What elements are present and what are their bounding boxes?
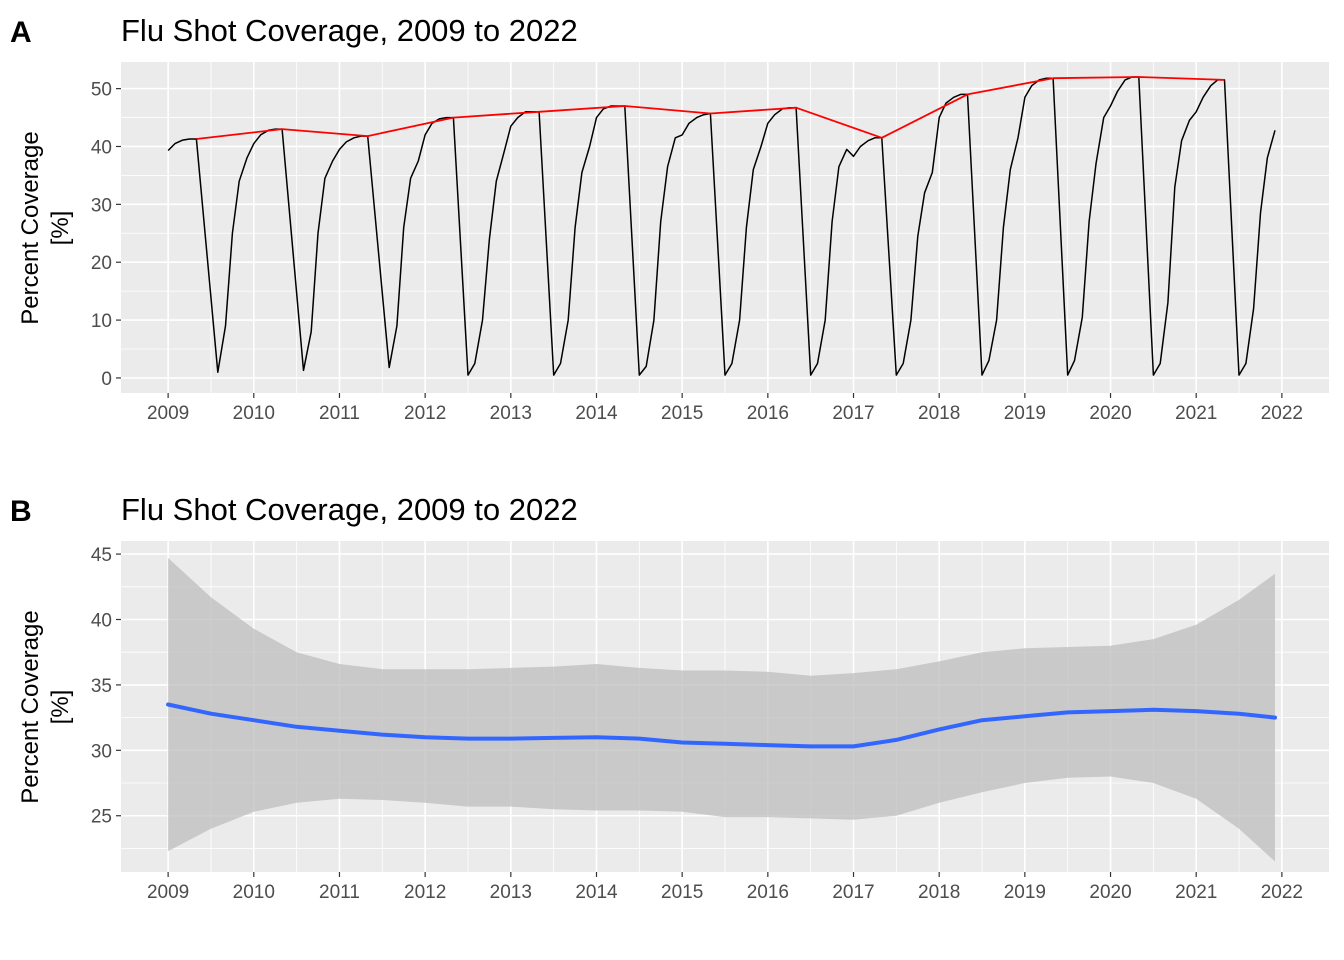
panel-b-tag: B (10, 495, 32, 528)
y-tick-label: 30 (91, 195, 112, 216)
x-tick-label: 2012 (404, 882, 446, 903)
x-tick-label: 2012 (404, 403, 446, 424)
x-tick-label: 2022 (1261, 882, 1303, 903)
x-tick-label: 2011 (319, 403, 360, 424)
panel-a-series (167, 76, 1276, 376)
x-tick-label: 2010 (233, 403, 275, 424)
x-tick-label: 2015 (661, 403, 703, 424)
y-tick-label: 0 (101, 369, 112, 390)
panel-b-x-axis: 2009 2010 2011 2012 2013 2014 2015 2016 2017 2018… (147, 872, 1303, 903)
smooth-trend-line (166, 702, 1277, 749)
panel-b-ylabel-unit: [%] (47, 690, 74, 725)
x-tick-label: 2015 (661, 882, 703, 903)
annual-peak-line (196, 76, 1225, 140)
x-tick-label: 2019 (1004, 403, 1046, 424)
x-tick-label: 2009 (147, 403, 189, 424)
x-tick-label: 2011 (319, 882, 360, 903)
confidence-band (168, 558, 1276, 862)
y-tick-label: 45 (91, 545, 112, 566)
y-tick-label: 20 (91, 253, 112, 274)
x-tick-label: 2021 (1175, 403, 1217, 424)
panel-b-title: Flu Shot Coverage, 2009 to 2022 (121, 492, 578, 527)
y-tick-label: 35 (91, 676, 112, 697)
panel-a-ylabel: Percent Coverage (17, 131, 44, 324)
x-tick-label: 2016 (747, 882, 789, 903)
panel-a-tag: A (10, 16, 32, 49)
x-tick-label: 2010 (233, 882, 275, 903)
panel-a-x-axis: 2009 2010 2011 2012 2013 2014 2015 2016 2017 2018… (147, 393, 1303, 424)
x-tick-label: 2013 (490, 882, 532, 903)
x-tick-label: 2018 (918, 882, 960, 903)
x-tick-label: 2016 (747, 403, 789, 424)
x-tick-label: 2013 (490, 403, 532, 424)
panel-b-y-axis: 25 30 35 40 45 (91, 545, 121, 828)
panel-a-gridlines (121, 62, 1329, 393)
y-tick-label: 40 (91, 137, 112, 158)
x-tick-label: 2020 (1089, 882, 1131, 903)
panel-a-ylabel-unit: [%] (47, 211, 74, 246)
x-tick-label: 2014 (575, 882, 618, 903)
panel-b-ylabel: Percent Coverage (17, 610, 44, 803)
y-tick-label: 25 (91, 807, 112, 828)
panel-a: A Flu Shot Coverage, 2009 to 2022 Percen… (10, 13, 1329, 424)
x-tick-label: 2017 (832, 403, 874, 424)
x-tick-label: 2021 (1175, 882, 1217, 903)
x-tick-label: 2022 (1261, 403, 1303, 424)
panel-b-series (166, 558, 1277, 862)
panel-a-y-axis: 0 10 20 30 40 50 (91, 80, 121, 390)
x-tick-label: 2018 (918, 403, 960, 424)
y-tick-label: 10 (91, 311, 112, 332)
x-tick-label: 2019 (1004, 882, 1046, 903)
x-tick-label: 2009 (147, 882, 189, 903)
panel-a-title: Flu Shot Coverage, 2009 to 2022 (121, 13, 578, 48)
x-tick-label: 2014 (575, 403, 618, 424)
y-tick-label: 50 (91, 80, 112, 101)
panel-b: B Flu Shot Coverage, 2009 to 2022 Percen… (10, 492, 1329, 903)
x-tick-label: 2017 (832, 882, 874, 903)
y-tick-label: 40 (91, 610, 112, 631)
x-tick-label: 2020 (1089, 403, 1131, 424)
y-tick-label: 30 (91, 741, 112, 762)
